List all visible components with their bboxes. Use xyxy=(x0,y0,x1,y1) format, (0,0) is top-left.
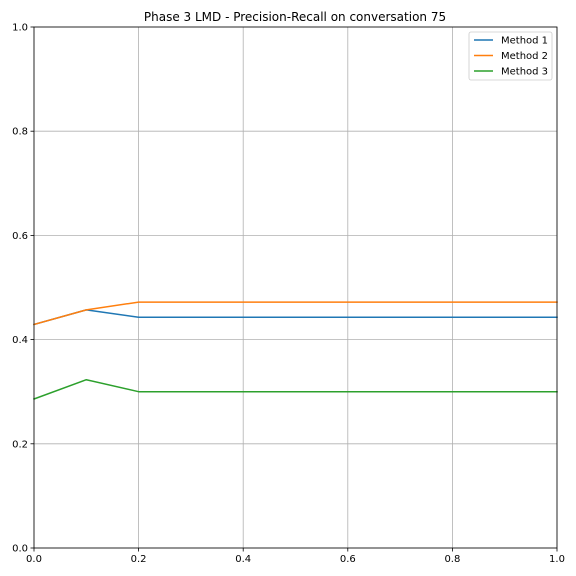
y-tick-label: 1.0 xyxy=(12,23,28,34)
y-tick-label: 0.6 xyxy=(12,231,28,242)
legend-label: Method 3 xyxy=(501,67,548,78)
series-lines xyxy=(33,301,558,400)
axis-ticks: 0.0 0.2 0.4 0.6 0.8 1.0 0.0 0.2 0.4 0.6 0.8 1.0 xyxy=(12,23,565,566)
x-tick-label: 0.4 xyxy=(235,554,251,565)
y-tick-label: 0.0 xyxy=(12,544,28,555)
x-tick-label: 0.0 xyxy=(26,554,42,565)
series-line-method-2 xyxy=(33,301,558,326)
legend-label: Method 1 xyxy=(501,36,548,47)
legend-box xyxy=(468,31,553,81)
series-line-method-3 xyxy=(33,378,558,400)
legend-label: Method 2 xyxy=(501,51,548,62)
y-tick-label: 0.8 xyxy=(12,127,28,138)
plot-area-frame xyxy=(33,26,558,549)
y-tick-label: 0.2 xyxy=(12,439,28,450)
x-tick-label: 0.2 xyxy=(131,554,147,565)
x-tick-label: 0.8 xyxy=(444,554,460,565)
x-tick-label: 0.6 xyxy=(340,554,356,565)
y-tick-label: 0.4 xyxy=(12,335,28,346)
series-line-method-1 xyxy=(33,309,558,326)
legend: Method 1 Method 2 Method 3 xyxy=(468,31,553,81)
x-tick-label: 1.0 xyxy=(549,554,565,565)
grid-lines xyxy=(33,26,558,549)
chart-title: Phase 3 LMD - Precision-Recall on conver… xyxy=(144,10,446,24)
